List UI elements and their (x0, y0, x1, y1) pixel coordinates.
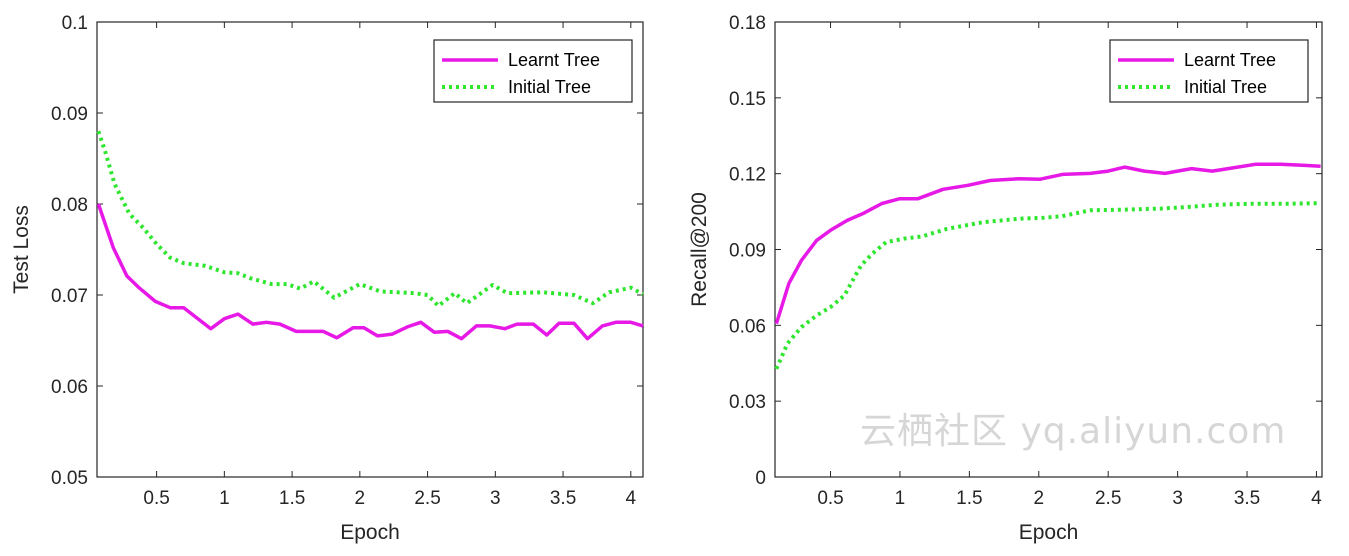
watermark: 云栖社区 yq.aliyun.com (860, 411, 1287, 452)
y-axis-label: Recall@200 (688, 192, 711, 307)
x-tick-label: 3.5 (1234, 488, 1260, 509)
y-tick-label: 0.06 (729, 316, 766, 337)
x-tick-label: 1 (219, 488, 230, 509)
series-line-learnt-tree (774, 162, 1321, 325)
x-tick-label: 2 (355, 488, 366, 509)
x-tick-label: 0.5 (143, 488, 169, 509)
x-tick-label: 1.5 (956, 488, 982, 509)
x-tick-label: 4 (626, 488, 637, 509)
x-tick-label: 3 (1172, 488, 1183, 509)
legend: Learnt Tree Initial Tree (1109, 39, 1309, 103)
x-tick-label: 0.5 (817, 488, 843, 509)
legend-box (433, 39, 633, 103)
chart-2: 0.5 1 1.5 2 2.5 3 3.5 4 0 0.03 0.06 0.09 0.12 0.15 0.1… (688, 13, 1323, 544)
x-tick-label: 3 (490, 488, 501, 509)
y-tick-label: 0.09 (51, 104, 88, 125)
y-tick-label: 0.18 (729, 13, 766, 34)
plot-area-box (96, 21, 644, 478)
chart-1: 0.5 1 1.5 2 2.5 3 3.5 4 0.05 0.06 0.07 0.08 0.09 0.1 E… (10, 13, 644, 544)
x-tick-label: 1 (895, 488, 906, 509)
x-axis-label: Epoch (1019, 521, 1079, 544)
y-tick-label: 0.15 (729, 89, 766, 110)
series-line-initial-tree (96, 130, 644, 308)
y-axis-label: Test Loss (10, 205, 33, 294)
y-tick-label: 0.07 (51, 286, 88, 307)
series-line-learnt-tree (96, 203, 644, 341)
legend-label: Learnt Tree (508, 50, 600, 70)
y-tick-label: 0.06 (51, 377, 88, 398)
x-tick-label: 2.5 (1095, 488, 1121, 509)
x-axis-label: Epoch (340, 521, 400, 544)
x-tick-label: 3.5 (550, 488, 576, 509)
legend-label: Initial Tree (508, 77, 591, 97)
x-tick-label: 1.5 (279, 488, 305, 509)
series-line-initial-tree (774, 201, 1321, 370)
x-tick-label: 2.5 (414, 488, 440, 509)
legend: Learnt Tree Initial Tree (433, 39, 633, 103)
y-tick-label: 0.05 (51, 468, 88, 489)
legend-label: Learnt Tree (1184, 50, 1276, 70)
x-tick-label: 4 (1311, 488, 1322, 509)
legend-box (1109, 39, 1309, 103)
y-tick-label: 0.12 (729, 165, 766, 186)
y-tick-label: 0.09 (729, 241, 766, 262)
legend-label: Initial Tree (1184, 77, 1267, 97)
y-tick-label: 0 (755, 468, 766, 489)
y-tick-label: 0.03 (729, 392, 766, 413)
x-tick-label: 2 (1033, 488, 1044, 509)
y-tick-label: 0.08 (51, 195, 88, 216)
y-tick-label: 0.1 (62, 13, 88, 34)
